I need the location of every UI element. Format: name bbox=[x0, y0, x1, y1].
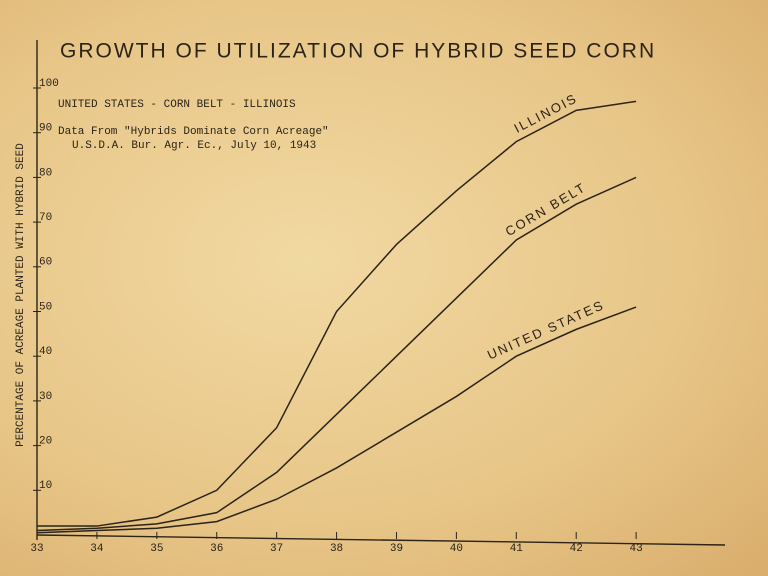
x-tick-label: 40 bbox=[450, 543, 463, 555]
chart-subtitle: UNITED STATES - CORN BELT - ILLINOIS bbox=[58, 99, 296, 111]
x-tick-label: 38 bbox=[330, 543, 343, 555]
series-line bbox=[37, 100, 637, 527]
x-tick-label: 37 bbox=[270, 543, 283, 555]
series-line bbox=[36, 176, 637, 532]
y-tick-label: 30 bbox=[39, 391, 52, 403]
annotation: Data From "Hybrids Dominate Corn Acreage… bbox=[58, 126, 329, 138]
y-tick-label: 80 bbox=[39, 167, 52, 179]
x-tick-label: 35 bbox=[150, 543, 163, 555]
y-tick-label: 100 bbox=[39, 78, 59, 90]
x-tick-label: 34 bbox=[90, 543, 104, 555]
x-axis bbox=[36, 534, 726, 546]
y-tick-label: 10 bbox=[39, 480, 52, 492]
series-label: CORN BELT bbox=[503, 179, 589, 239]
y-axis-label: PERCENTAGE OF ACREAGE PLANTED WITH HYBRI… bbox=[15, 143, 27, 447]
chart-title: GROWTH OF UTILIZATION OF HYBRID SEED COR… bbox=[60, 40, 656, 63]
annotation: U.S.D.A. Bur. Agr. Ec., July 10, 1943 bbox=[72, 140, 316, 152]
x-tick-label: 33 bbox=[30, 543, 43, 555]
series-label: UNITED STATES bbox=[485, 297, 607, 362]
x-tick-label: 41 bbox=[510, 543, 524, 555]
y-tick-label: 40 bbox=[39, 346, 52, 358]
x-tick-label: 43 bbox=[630, 543, 643, 555]
y-tick-label: 60 bbox=[39, 257, 52, 269]
series-line bbox=[36, 306, 637, 534]
y-tick-label: 90 bbox=[39, 123, 52, 135]
x-tick-label: 42 bbox=[570, 543, 583, 555]
x-tick-label: 39 bbox=[390, 543, 403, 555]
y-tick-label: 50 bbox=[39, 301, 52, 313]
y-tick-label: 70 bbox=[39, 212, 52, 224]
y-tick-label: 20 bbox=[39, 436, 52, 448]
x-tick-label: 36 bbox=[210, 543, 223, 555]
